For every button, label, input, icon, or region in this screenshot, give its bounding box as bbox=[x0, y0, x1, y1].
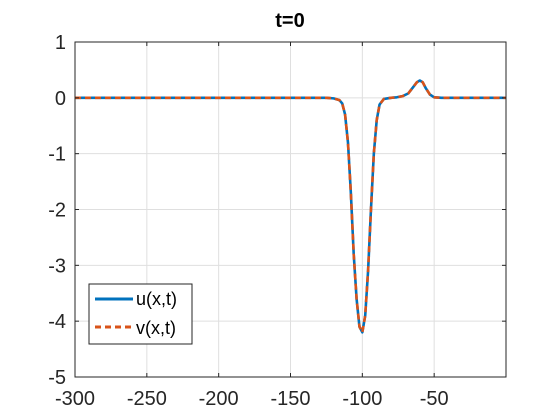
y-tick-label: -1 bbox=[48, 144, 66, 166]
legend-label-u: u(x,t) bbox=[136, 289, 177, 309]
y-tick-label: 0 bbox=[55, 88, 66, 110]
x-tick-label: -300 bbox=[55, 388, 95, 410]
y-tick-label: -3 bbox=[48, 255, 66, 277]
legend: u(x,t) v(x,t) bbox=[88, 283, 193, 345]
y-tick-labels: 1 0 -1 -2 -3 -4 -5 bbox=[48, 32, 66, 389]
x-tick-label: -250 bbox=[127, 388, 167, 410]
x-tick-label: -150 bbox=[270, 388, 310, 410]
x-tick-label: -50 bbox=[420, 388, 449, 410]
y-tick-label: 1 bbox=[55, 32, 66, 54]
legend-label-v: v(x,t) bbox=[136, 318, 176, 338]
y-tick-label: -2 bbox=[48, 200, 66, 222]
chart-title: t=0 bbox=[275, 10, 304, 32]
legend-box bbox=[88, 283, 193, 345]
y-tick-label: -4 bbox=[48, 311, 66, 333]
x-tick-label: -100 bbox=[342, 388, 382, 410]
y-tick-label: -5 bbox=[48, 367, 66, 389]
series-layer bbox=[75, 79, 506, 334]
x-tick-label: -200 bbox=[199, 388, 239, 410]
x-tick-labels: -300 -250 -200 -150 -100 -50 bbox=[55, 388, 449, 410]
series-line-v bbox=[75, 79, 506, 334]
ticks bbox=[74, 41, 506, 378]
